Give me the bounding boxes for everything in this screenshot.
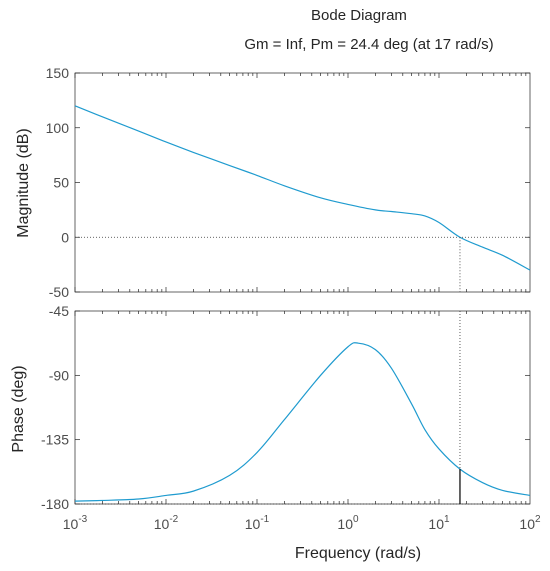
chart-subtitle: Gm = Inf, Pm = 24.4 deg (at 17 rad/s) bbox=[244, 36, 493, 53]
magnitude-subplot: -50 0 50 100 150 bbox=[46, 65, 531, 300]
magnitude-series-line bbox=[74, 105, 531, 271]
x-tick-label: 10-3 bbox=[63, 514, 88, 532]
x-tick-label: 102 bbox=[519, 514, 541, 532]
x-tick-labels: 10-3 10-2 10-1 100 101 102 bbox=[63, 514, 541, 532]
phase-axes-frame bbox=[74, 310, 531, 505]
phase-subplot: -180 -135 -90 -45 bbox=[41, 303, 531, 512]
magnitude-y-tick-label: 0 bbox=[61, 229, 69, 245]
magnitude-y-axis-label: Magnitude (dB) bbox=[15, 128, 32, 237]
magnitude-y-tick-label: -50 bbox=[49, 284, 69, 300]
x-tick-label: 10-1 bbox=[245, 514, 270, 532]
phase-series-line bbox=[74, 342, 531, 502]
magnitude-y-tick-label: 150 bbox=[46, 65, 70, 81]
x-tick-label: 10-2 bbox=[154, 514, 179, 532]
phase-y-tick-label: -90 bbox=[49, 367, 69, 383]
phase-y-tick-label: -135 bbox=[41, 432, 69, 448]
phase-y-tick-label: -180 bbox=[41, 496, 69, 512]
magnitude-axes-frame bbox=[74, 72, 531, 293]
chart-title: Bode Diagram bbox=[311, 7, 407, 24]
phase-y-axis-label: Phase (deg) bbox=[10, 365, 27, 452]
x-tick-label: 101 bbox=[428, 514, 450, 532]
x-tick-label: 100 bbox=[337, 514, 359, 532]
magnitude-y-tick-label: 100 bbox=[46, 120, 70, 136]
phase-y-tick-label: -45 bbox=[49, 303, 69, 319]
x-axis-label: Frequency (rad/s) bbox=[295, 545, 421, 562]
magnitude-y-tick-label: 50 bbox=[53, 175, 69, 191]
